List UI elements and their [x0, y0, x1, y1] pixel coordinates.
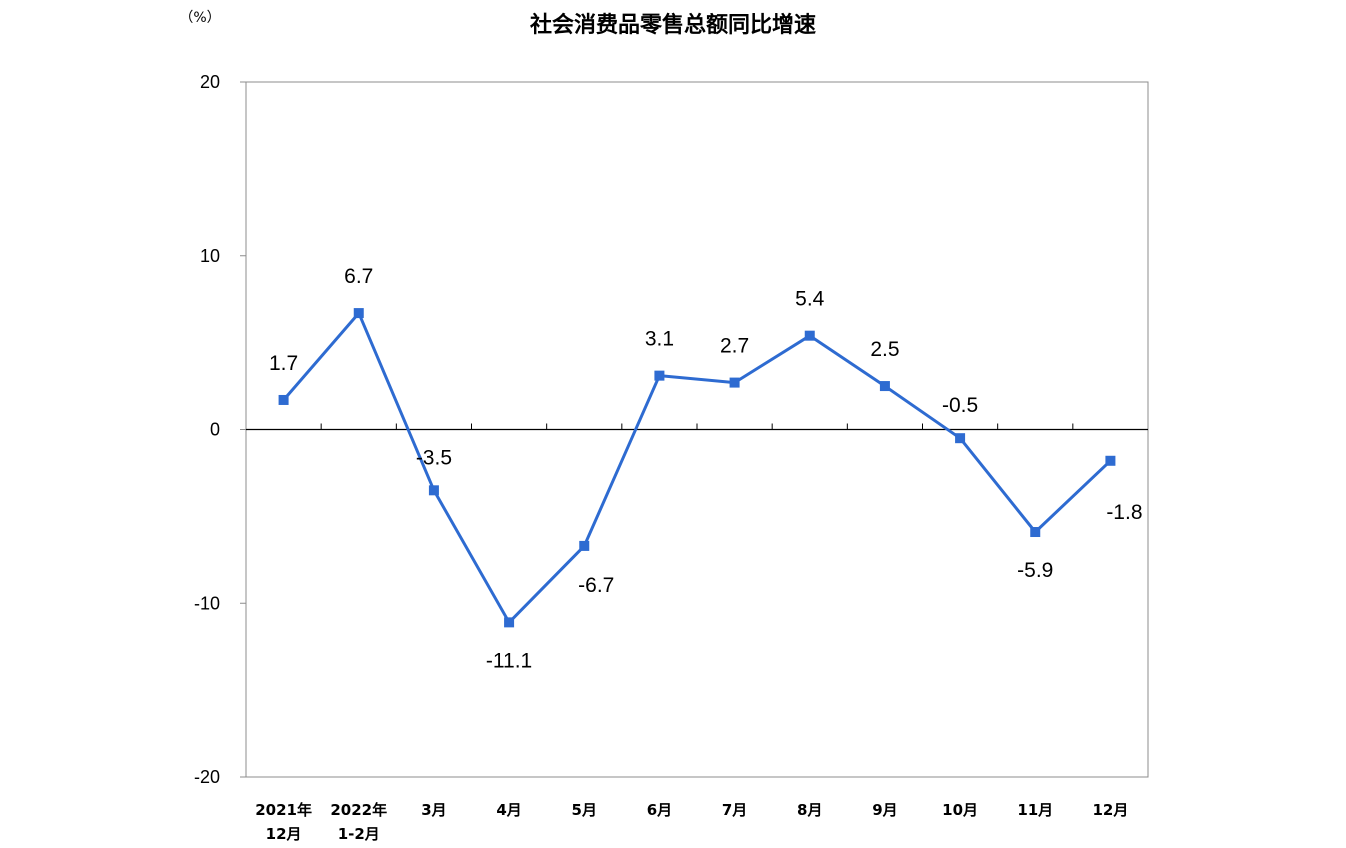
y-unit-label: （%）: [179, 10, 220, 26]
x-tick-label: 12月: [1092, 801, 1128, 819]
x-tick-label: 3月: [421, 801, 446, 819]
data-label: 3.1: [645, 328, 674, 351]
series-line: [282, 311, 1112, 624]
axes-layer: 20 10 0 -10 -20 2021年 12月 2022年 1-2月 3月 4月 5月 6月 7月 8月…: [194, 72, 1148, 843]
x-tick-label: 4月: [496, 801, 521, 819]
series-layer: [278, 308, 1116, 628]
x-tick-label: 11月: [1017, 801, 1053, 819]
x-tick-label: 2022年: [330, 801, 387, 819]
x-tick-label: 10月: [942, 801, 978, 819]
data-point: [804, 330, 815, 341]
y-tick-label: -10: [194, 593, 220, 613]
data-point: [1030, 527, 1041, 538]
x-tick-label: 1-2月: [338, 825, 380, 843]
data-label: -5.9: [1017, 559, 1053, 582]
data-point: [955, 433, 966, 444]
data-point: [579, 540, 590, 551]
data-label: 2.5: [870, 338, 899, 361]
chart-title: 社会消费品零售总额同比增速: [530, 12, 816, 38]
data-label: 5.4: [795, 288, 825, 311]
x-tick-label: 8月: [797, 801, 822, 819]
data-point: [428, 485, 439, 496]
x-tick-label: 12月: [266, 825, 302, 843]
data-label: -1.8: [1106, 501, 1142, 524]
labels-layer: 1.7 6.7 -3.5 -11.1 -6.7 3.1 2.7 5.4 2.5 -0.5 -5.9 -…: [269, 265, 1143, 672]
data-label: -11.1: [486, 649, 532, 672]
data-label: 6.7: [344, 265, 373, 288]
y-tick-label: 20: [200, 72, 220, 92]
data-point: [879, 381, 890, 392]
data-point: [654, 370, 665, 381]
data-point: [353, 308, 364, 319]
x-tick-label: 6月: [647, 801, 672, 819]
data-point: [504, 617, 515, 628]
x-tick-label: 9月: [872, 801, 897, 819]
x-tick-label: 5月: [572, 801, 597, 819]
y-tick-label: -20: [194, 767, 220, 787]
data-label: -6.7: [578, 574, 614, 597]
data-point: [278, 394, 289, 405]
data-point: [729, 377, 740, 388]
data-label: 2.7: [720, 335, 749, 358]
x-tick-label: 2021年: [255, 801, 312, 819]
data-point: [1105, 455, 1116, 466]
x-tick-label: 7月: [722, 801, 747, 819]
y-tick-label: 10: [200, 246, 220, 266]
data-label: -3.5: [416, 446, 452, 469]
y-tick-label: 0: [210, 420, 220, 440]
data-label: -0.5: [942, 394, 978, 417]
data-label: 1.7: [269, 352, 298, 375]
